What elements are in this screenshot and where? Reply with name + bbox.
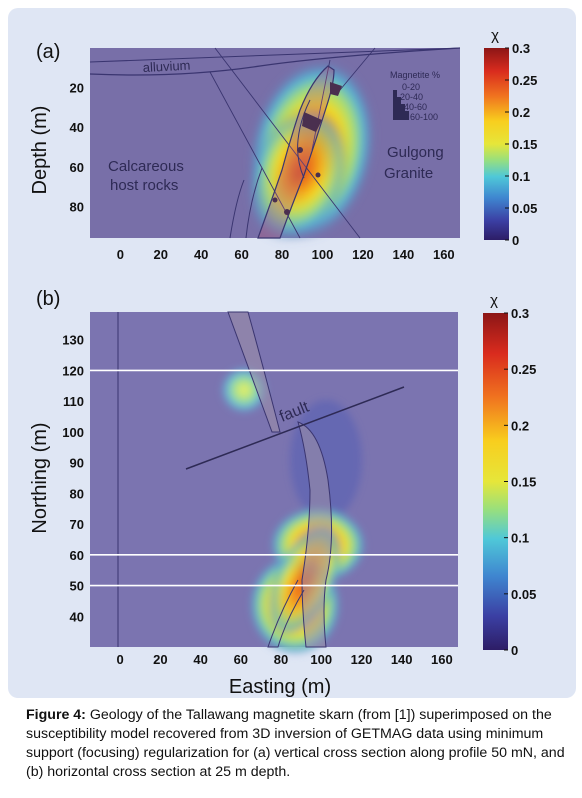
panel-b-y-tick: 130 (62, 333, 84, 348)
panel-b-y-tick: 100 (62, 425, 84, 440)
panel-a-label: (a) (36, 41, 60, 63)
panel-a-x-tick: 80 (275, 247, 289, 262)
colorbar-b-tick-label: 0 (511, 643, 518, 658)
panel-a-axes: 0 20 40 60 80 100 120 140 160 20 40 60 80 (70, 81, 455, 262)
panel-a-plot: Magnetite % 0-20 20-40 40-60 60-100 allu… (89, 47, 461, 243)
panel-b-y-tick: 90 (70, 456, 84, 471)
colorbar-a-tick-label: 0.3 (512, 41, 530, 56)
panel-b-y-label: Northing (m) (29, 422, 51, 533)
panel-b-y-tick: 120 (62, 363, 84, 378)
colorbar-a-tick-label: 0.2 (512, 105, 530, 120)
alluvium-label: alluvium (142, 58, 190, 75)
panel-b-x-tick: 80 (274, 652, 288, 667)
host-rocks-label-2: host rocks (110, 177, 178, 194)
panel-b-y-tick: 70 (70, 517, 84, 532)
panel-a-x-tick: 40 (194, 247, 208, 262)
colorbar-b: χ 0.3 0.25 0.2 0.15 0.1 0.05 0 (483, 292, 536, 658)
colorbar-a-tick-label: 0.1 (512, 169, 530, 184)
panel-a-x-tick: 0 (117, 247, 124, 262)
panel-a-x-tick: 140 (393, 247, 415, 262)
caption-label: Figure 4: (26, 707, 86, 723)
colorbar-a-tick-label: 0.25 (512, 73, 537, 88)
panel-a-y-tick: 60 (70, 160, 84, 175)
panel-b-x-tick: 100 (310, 652, 332, 667)
panel-a-x-tick: 120 (352, 247, 374, 262)
panel-b-x-tick: 0 (117, 652, 124, 667)
panel-b-x-tick: 120 (351, 652, 373, 667)
colorbar-a-title: χ (491, 27, 499, 44)
legend-title: Magnetite % (390, 70, 440, 80)
panel-a-x-tick: 60 (234, 247, 248, 262)
panel-a-y-tick: 80 (70, 199, 84, 214)
panel-b-x-tick: 40 (193, 652, 207, 667)
panel-a-x-tick: 20 (154, 247, 168, 262)
panel-a-x-tick: 100 (312, 247, 334, 262)
colorbar-a: χ 0.3 0.25 0.2 0.15 0.1 0.05 0 (484, 27, 537, 248)
colorbar-b-tick-label: 0.25 (511, 362, 536, 377)
colorbar-b-tick-label: 0.15 (511, 475, 536, 490)
panel-b-plot: fault (90, 311, 458, 655)
panel-a-y-tick: 40 (70, 120, 84, 135)
figure-panel: (a) (8, 8, 576, 698)
panel-b-x-tick: 60 (234, 652, 248, 667)
caption-text: Geology of the Tallawang magnetite skarn… (26, 707, 565, 780)
colorbar-b-tick-label: 0.05 (511, 587, 536, 602)
granite-label-1: Gulgong (387, 144, 444, 161)
legend-entry-0: 0-20 (402, 82, 420, 92)
legend-entry-3: 60-100 (410, 112, 438, 122)
colorbar-b-tick-label: 0.1 (511, 531, 529, 546)
panel-b-y-tick: 50 (70, 579, 84, 594)
panel-b-y-tick: 40 (70, 609, 84, 624)
colorbar-a-tick-label: 0.15 (512, 137, 537, 152)
panel-b-label: (b) (36, 288, 60, 310)
legend-entry-2: 40-60 (404, 102, 427, 112)
colorbar-a-tick-label: 0 (512, 233, 519, 248)
panel-b-y-tick: 110 (63, 394, 84, 409)
colorbar-b-tick-label: 0.3 (511, 306, 529, 321)
colorbar-b-tick-label: 0.2 (511, 418, 529, 433)
figure-svg: (a) (29, 27, 537, 698)
panel-a-y-tick: 20 (70, 81, 84, 96)
panel-b-y-tick: 80 (70, 486, 84, 501)
panel-b-x-label: Easting (m) (229, 676, 331, 698)
legend-entry-1: 20-40 (400, 92, 423, 102)
panel-a-legend: Magnetite % 0-20 20-40 40-60 60-100 (390, 70, 440, 122)
host-rocks-label-1: Calcareous (108, 158, 184, 175)
panel-a-y-label: Depth (m) (29, 106, 51, 195)
colorbar-a-tick-label: 0.05 (512, 201, 537, 216)
figure-caption: Figure 4: Geology of the Tallawang magne… (26, 706, 566, 782)
panel-b-x-tick: 20 (153, 652, 167, 667)
panel-a-x-tick: 160 (433, 247, 455, 262)
panel-b-y-tick: 60 (70, 548, 84, 563)
panel-b-x-tick: 160 (431, 652, 453, 667)
profile-lines (90, 369, 458, 587)
panel-b-axes: 0 20 40 60 80 100 120 140 160 40 50 60 70 80 90 100 110 1… (62, 333, 452, 667)
panel-b-x-tick: 140 (391, 652, 413, 667)
granite-label-2: Granite (384, 165, 433, 182)
colorbar-b-title: χ (490, 292, 498, 309)
